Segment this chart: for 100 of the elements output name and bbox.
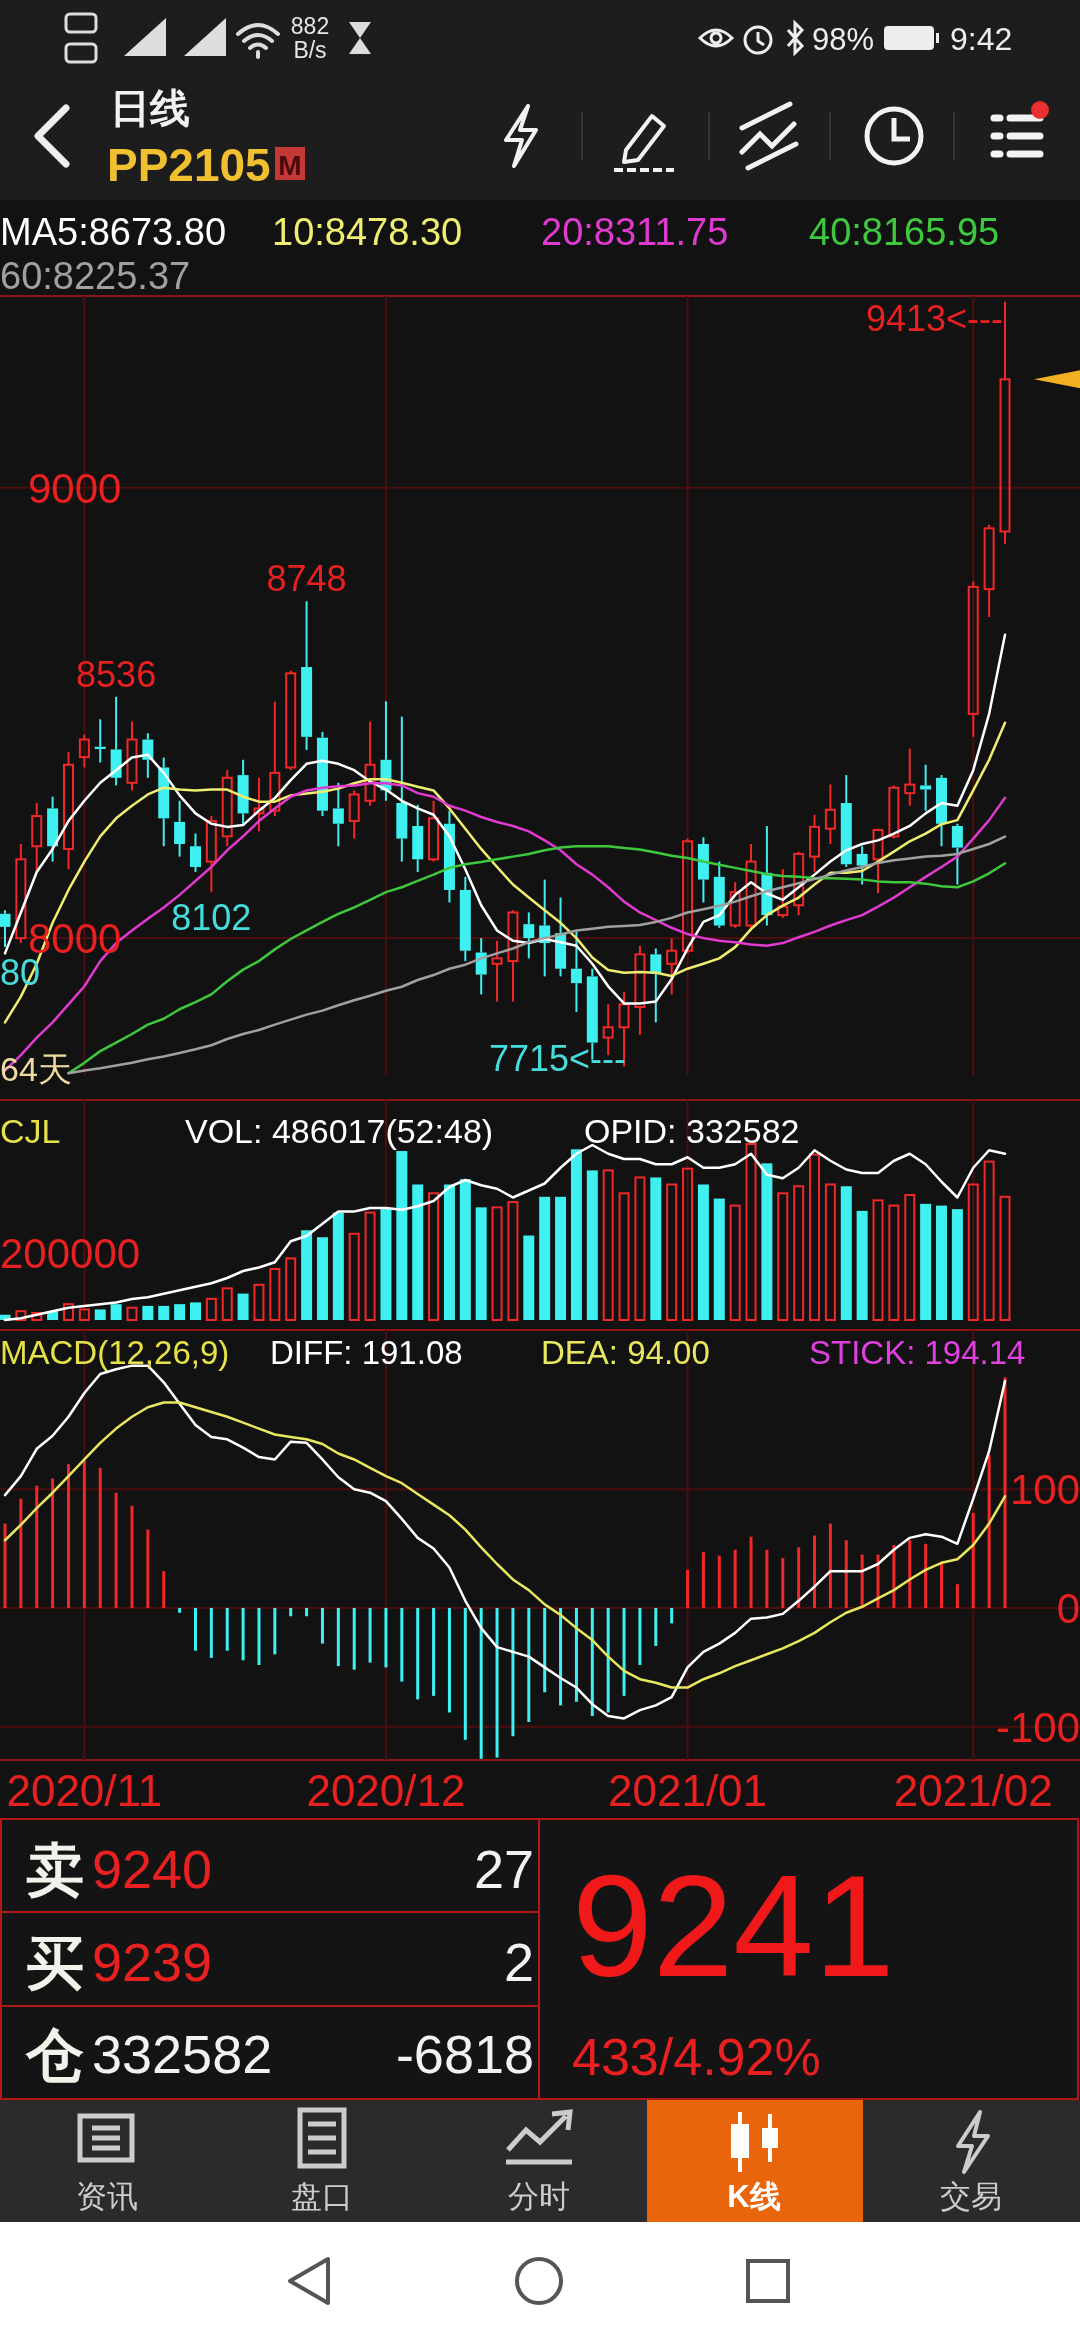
- y-tick-label: 9000: [28, 464, 122, 512]
- bar: [416, 1607, 420, 1700]
- text: 9239: [92, 1932, 213, 1992]
- bar: [951, 1209, 963, 1320]
- bar: [31, 1311, 43, 1321]
- bar: [158, 1305, 170, 1320]
- bar: [729, 1204, 741, 1321]
- bar: [114, 1492, 118, 1608]
- text: 20:8311.75: [541, 211, 729, 253]
- chart-title: 日线: [110, 86, 190, 130]
- bar: [479, 1607, 483, 1759]
- bar: [824, 1183, 836, 1321]
- y-tick-label: 0: [1056, 1585, 1080, 1633]
- series-label: VOL: 486017(52:48): [185, 1112, 494, 1150]
- bar: [733, 1549, 737, 1608]
- text: 2: [503, 1932, 534, 1992]
- bar: [78, 1308, 90, 1321]
- bar: [162, 1571, 166, 1608]
- bar: [364, 1211, 376, 1321]
- bar: [19, 1498, 23, 1608]
- x-tick-label: 2020/12: [306, 1766, 466, 1815]
- bar: [983, 1160, 995, 1321]
- bar: [82, 1460, 86, 1608]
- text: 60:8225.37: [0, 255, 191, 297]
- bar: [654, 1607, 658, 1646]
- bar: [495, 1607, 499, 1758]
- annotation: 8102: [171, 897, 252, 939]
- text: 分时: [508, 2179, 570, 2214]
- bar: [543, 1607, 547, 1693]
- bar: [781, 1558, 785, 1608]
- bar: [904, 1194, 916, 1321]
- bar: [62, 1303, 74, 1321]
- text: 9241: [572, 1845, 895, 2007]
- bar: [701, 1552, 705, 1608]
- text: 9:42: [950, 21, 1013, 57]
- bar: [670, 1607, 674, 1624]
- bar: [967, 1183, 979, 1321]
- bar: [622, 1607, 626, 1696]
- bar: [860, 1554, 864, 1608]
- bar: [813, 1535, 817, 1608]
- bar: [225, 1607, 229, 1651]
- bar: [447, 1607, 451, 1713]
- x-tick-label: 2020/11: [6, 1766, 163, 1815]
- bar: [602, 1169, 614, 1321]
- bar: [178, 1607, 182, 1613]
- text: 仓: [25, 2022, 84, 2087]
- text: 98%: [812, 22, 875, 57]
- bar: [590, 1607, 594, 1717]
- bar: [555, 1196, 567, 1320]
- bar: [809, 1153, 821, 1321]
- bar: [241, 1607, 245, 1661]
- bar: [400, 1607, 404, 1682]
- bar: [908, 1540, 912, 1608]
- bar: [987, 1454, 991, 1608]
- text: 买: [26, 1930, 84, 1995]
- annotation: 7715<---: [488, 1038, 626, 1079]
- bar: [146, 1529, 150, 1608]
- bar: [189, 1302, 201, 1320]
- bar: [697, 1184, 709, 1320]
- text: 882: [290, 13, 330, 39]
- bar: [384, 1607, 388, 1668]
- bar: [193, 1607, 197, 1651]
- bar: [491, 1206, 503, 1321]
- text: 9240: [92, 1839, 213, 1899]
- bar: [459, 1179, 471, 1320]
- bar: [765, 1549, 769, 1608]
- bar: [586, 1170, 598, 1320]
- annotation: 200000: [0, 1230, 141, 1277]
- chart-title: CJL: [0, 1112, 61, 1150]
- bar: [940, 1561, 944, 1608]
- bar: [126, 1306, 138, 1321]
- text: 10:8478.30: [272, 211, 463, 253]
- bar: [634, 1176, 646, 1321]
- y-tick-label: 100: [1009, 1466, 1080, 1514]
- bar: [273, 1607, 277, 1655]
- annotation: 64天: [0, 1050, 72, 1088]
- bar: [793, 1185, 805, 1321]
- bar: [320, 1607, 324, 1644]
- bar: [15, 1310, 27, 1321]
- bar: [463, 1607, 467, 1740]
- bar: [713, 1198, 725, 1320]
- bar: [35, 1485, 39, 1608]
- bar: [666, 1183, 678, 1321]
- bar: [142, 1305, 154, 1320]
- text: 交易: [940, 2179, 1002, 2214]
- x-tick-label: 2021/02: [893, 1766, 1053, 1815]
- bar: [257, 1607, 261, 1665]
- bar: [51, 1478, 55, 1608]
- bar: [428, 1192, 440, 1321]
- bar: [618, 1192, 630, 1321]
- bar: [856, 1210, 868, 1320]
- bar: [682, 1167, 694, 1321]
- bar: [511, 1607, 515, 1737]
- bar: [574, 1607, 578, 1702]
- bar: [316, 1237, 328, 1320]
- text: -6818: [395, 2024, 534, 2084]
- annotation: 9413<---: [865, 298, 1003, 339]
- bar: [289, 1607, 293, 1617]
- bar: [523, 1235, 535, 1320]
- text: K线: [727, 2179, 781, 2214]
